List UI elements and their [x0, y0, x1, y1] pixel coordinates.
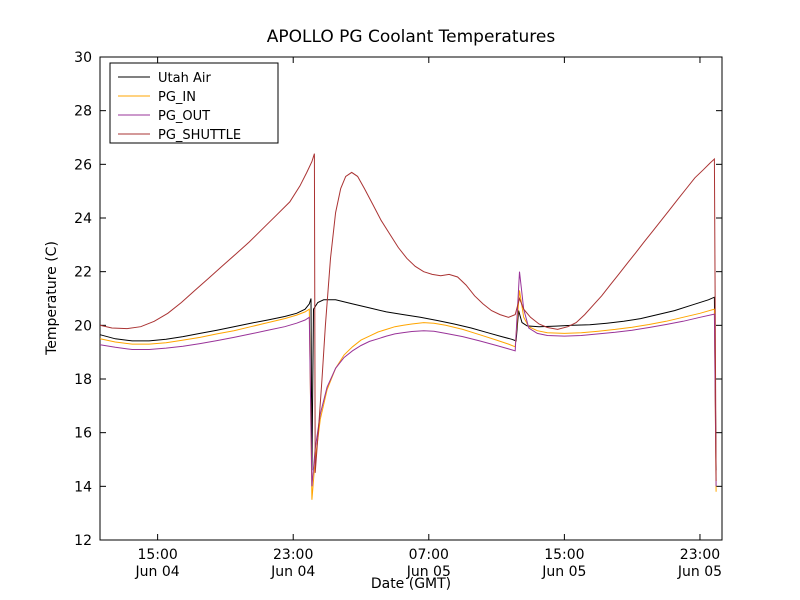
- x-tick-label: 07:00: [409, 547, 449, 563]
- y-tick-label: 12: [74, 533, 92, 549]
- series-line-pg-in: [99, 290, 717, 500]
- x-axis-label: Date (GMT): [370, 576, 452, 592]
- x-tick-date: Jun 05: [677, 564, 722, 580]
- chart-title: APOLLO PG Coolant Temperatures: [266, 27, 556, 47]
- x-tick-label: 15:00: [544, 547, 584, 563]
- x-tick-date: Jun 05: [406, 564, 451, 580]
- y-tick-label: 28: [74, 104, 92, 120]
- legend-label-pg-out: PG_OUT: [158, 109, 210, 124]
- x-tick-date: Jun 05: [541, 564, 586, 580]
- y-tick-label: 26: [74, 157, 92, 173]
- x-tick-label: 15:00: [137, 547, 177, 563]
- x-tick-date: Jun 04: [270, 564, 315, 580]
- series-line-utah-air: [99, 296, 717, 471]
- x-tick-label: 23:00: [273, 547, 313, 563]
- legend-box: [109, 62, 279, 144]
- x-tick-date: Jun 04: [135, 564, 180, 580]
- x-tick-label: 23:00: [680, 547, 720, 563]
- y-tick-label: 18: [74, 372, 92, 388]
- y-tick-label: 20: [74, 318, 92, 334]
- legend-label-pg-shuttle: PG_SHUTTLE: [158, 128, 241, 143]
- y-tick-label: 24: [74, 211, 92, 227]
- y-axis-label: Temperature (C): [44, 241, 60, 355]
- y-tick-label: 30: [74, 50, 92, 66]
- y-tick-label: 22: [74, 265, 92, 281]
- legend-label-pg-in: PG_IN: [158, 90, 196, 105]
- y-tick-label: 16: [74, 426, 92, 442]
- series-line-pg-shuttle: [99, 153, 717, 482]
- legend-label-utah-air: Utah Air: [158, 71, 211, 86]
- y-tick-label: 14: [74, 479, 92, 495]
- series-line-pg-out: [99, 271, 717, 487]
